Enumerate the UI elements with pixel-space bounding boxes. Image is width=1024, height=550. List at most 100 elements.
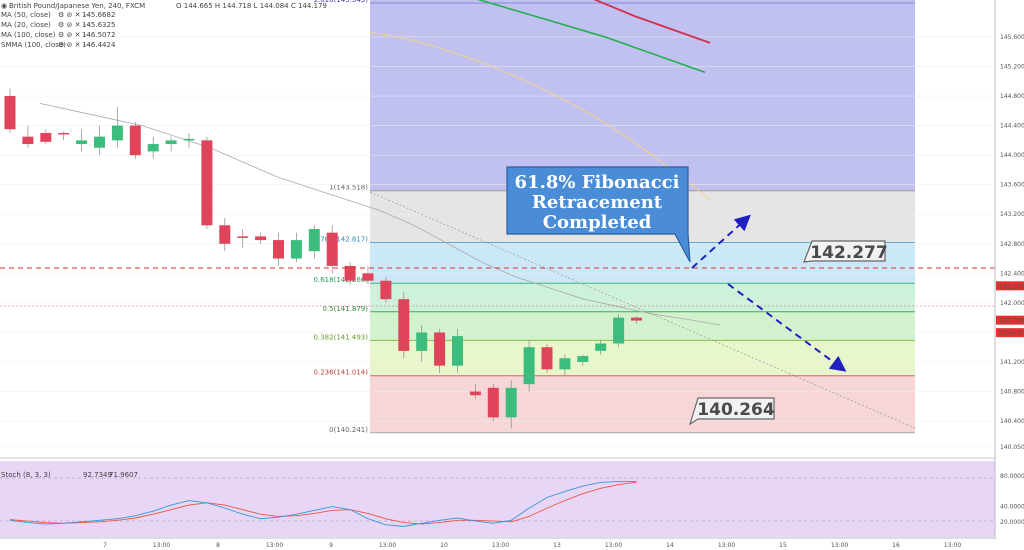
time-tick-label: 13:00 [266, 542, 283, 549]
price-tick-label: 144.800 [1000, 93, 1024, 100]
indicator-legend-item[interactable]: MA (20, close) ⚙ ⊘ ✕ ⋯145.6325 [1, 21, 115, 29]
upper-price-label: 142.277 [803, 240, 888, 263]
fib-band-0.5 [370, 311, 915, 341]
moving-averages [39, 0, 721, 326]
price-marker: 142.224 [996, 281, 1024, 291]
ma-50-line [369, 32, 711, 200]
smma-100-line [593, 0, 711, 44]
time-tick-label: 16 [892, 542, 900, 549]
price-tick-label: 145.600 [1000, 34, 1024, 41]
candle [40, 129, 52, 145]
candle [469, 384, 481, 399]
fibonacci-callout: 61.8% Fibonacci Retracement Completed [506, 166, 691, 263]
time-tick-label: 13:00 [831, 542, 848, 549]
time-tick-label: 13:00 [718, 542, 735, 549]
time-tick-label: 13:00 [492, 542, 509, 549]
settings-icon: ⚙ ⊘ ✕ ⋯ [58, 11, 90, 19]
stoch-label: Stoch (8, 3, 3) [1, 471, 51, 479]
time-tick-label: 9 [329, 542, 333, 549]
time-tick-label: 10 [440, 542, 448, 549]
svg-text:MA (50, close): MA (50, close) [1, 11, 51, 19]
stoch-k-value: 92.7349 [83, 471, 112, 479]
stoch-tick-label: 20.0000 [1000, 519, 1024, 526]
price-tick-label: 144.400 [1000, 123, 1024, 130]
candle [416, 325, 428, 362]
svg-text:MA (100, close): MA (100, close) [1, 31, 56, 39]
fib-label-0.236: 0.236(141.014) [314, 369, 369, 377]
svg-text:MA (20, close): MA (20, close) [1, 21, 51, 29]
time-tick-label: 15 [779, 542, 787, 549]
candle [308, 225, 320, 259]
callout-line-1: 61.8% Fibonacci [515, 172, 680, 193]
candle [94, 125, 105, 156]
time-axis[interactable]: 7 13:00 8 13:00 9 13:00 10 13:00 13 13:00 14 13:00 1… [0, 537, 995, 550]
fib-label-1: 1(143.518) [329, 184, 368, 192]
candlestick-series [4, 88, 642, 429]
grid [0, 36, 995, 448]
ohlc-values: O 144.665 H 144.718 L 144.084 C 144.179 [176, 2, 327, 10]
candle [111, 107, 123, 148]
price-tick-label: 141.200 [1000, 359, 1024, 366]
price-tick-label: 142.800 [1000, 241, 1024, 248]
svg-text:SMMA (100, close): SMMA (100, close) [1, 41, 66, 49]
candle [165, 136, 177, 152]
candle [290, 232, 302, 263]
svg-text:03:54:07: 03:54:07 [999, 330, 1024, 337]
candle [22, 125, 34, 148]
time-tick-label: 13:00 [379, 542, 396, 549]
time-tick-label: 13 [553, 542, 561, 549]
trend-line [369, 191, 916, 429]
stoch-d-line [9, 481, 637, 525]
candle [255, 232, 267, 244]
settings-icon: ⚙ ⊘ ✕ ⋯ [58, 31, 90, 39]
indicator-legend-item[interactable]: MA (100, close) ⚙ ⊘ ✕ ⋯146.5072 [1, 31, 115, 39]
svg-text:142.224: 142.224 [999, 283, 1024, 290]
price-tick-label: 143.200 [1000, 211, 1024, 218]
svg-text:145.6682: 145.6682 [82, 11, 115, 19]
candle [4, 88, 16, 133]
fib-label-0: 0(140.241) [329, 426, 368, 434]
stoch-k-line [9, 481, 637, 527]
chart-header: ◉ British Pound/Japanese Yen, 240, FXCM … [1, 2, 327, 479]
candle [541, 343, 553, 374]
time-tick-label: 14 [666, 542, 674, 549]
lower-price-text: 140.264 [697, 400, 775, 420]
indicator-legend-item[interactable]: MA (50, close) ⚙ ⊘ ✕ ⋯145.6682 [1, 11, 115, 19]
eye-icon: ◉ [1, 2, 7, 10]
price-tick-label: 142.000 [1000, 300, 1024, 307]
symbol-title: British Pound/Japanese Yen, 240, FXCM [9, 2, 145, 10]
price-tick-label: 145.200 [1000, 63, 1024, 70]
candle [183, 132, 195, 148]
candle [273, 232, 284, 266]
candle [344, 262, 356, 285]
time-tick-label: 13:00 [944, 542, 961, 549]
svg-text:145.6325: 145.6325 [82, 21, 115, 29]
svg-text:141.759: 141.759 [999, 318, 1024, 325]
price-axis[interactable]: 145.600 145.200 144.800 144.400 144.000 143.6… [994, 0, 1024, 550]
stoch-d-value: 71.9607 [109, 471, 138, 479]
price-tick-label: 140.800 [1000, 389, 1024, 396]
candle [523, 339, 535, 392]
candle [505, 380, 517, 429]
fib-label-0.786: 0.786(142.817) [314, 236, 369, 244]
callout-line-3: Completed [543, 212, 652, 233]
candle [631, 316, 642, 324]
fib-label-0.382: 0.382(141.493) [314, 333, 369, 341]
candle [58, 131, 70, 141]
settings-icon: ⚙ ⊘ ✕ ⋯ [58, 21, 90, 29]
candle [380, 277, 392, 303]
candle [613, 313, 625, 348]
fib-band-0.236 [370, 375, 915, 433]
price-tick-label: 140.050 [1000, 444, 1024, 451]
candle [398, 291, 410, 359]
price-tick-label: 143.600 [1000, 182, 1024, 189]
indicator-legend-item[interactable]: SMMA (100, close)⚙ ⊘ ✕ ⋯146.4424 [1, 41, 116, 49]
time-tick-label: 13:00 [605, 542, 622, 549]
candle [362, 265, 374, 285]
candle [326, 225, 338, 274]
time-tick-label: 8 [216, 542, 220, 549]
fib-band-1.618 [370, 0, 915, 191]
svg-text:146.4424: 146.4424 [82, 41, 116, 49]
price-marker: 03:54:07 [996, 328, 1024, 338]
